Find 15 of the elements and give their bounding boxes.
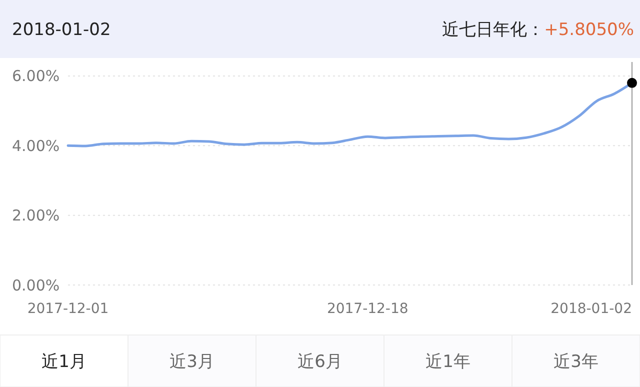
- text: 近七日年化：: [442, 20, 544, 40]
- y-tick-label: 4.00%: [12, 136, 60, 155]
- text: 近3月: [170, 352, 214, 372]
- y-tick-label: 2.00%: [12, 206, 60, 225]
- text: 近1月: [42, 352, 86, 372]
- text: 近1年: [426, 352, 470, 372]
- text: +5.8050%: [544, 20, 634, 40]
- text: 近3年: [554, 352, 598, 372]
- y-tick-label: 0.00%: [12, 276, 60, 294]
- x-tick-label: 2018-01-02: [550, 301, 632, 317]
- x-tick-label: 2017-12-01: [27, 301, 109, 317]
- y-tick-label: 6.00%: [12, 67, 60, 86]
- text: 近6月: [298, 352, 342, 372]
- chart-title: 2018-01-02: [12, 20, 111, 40]
- x-tick-label: 2017-12-18: [326, 301, 408, 317]
